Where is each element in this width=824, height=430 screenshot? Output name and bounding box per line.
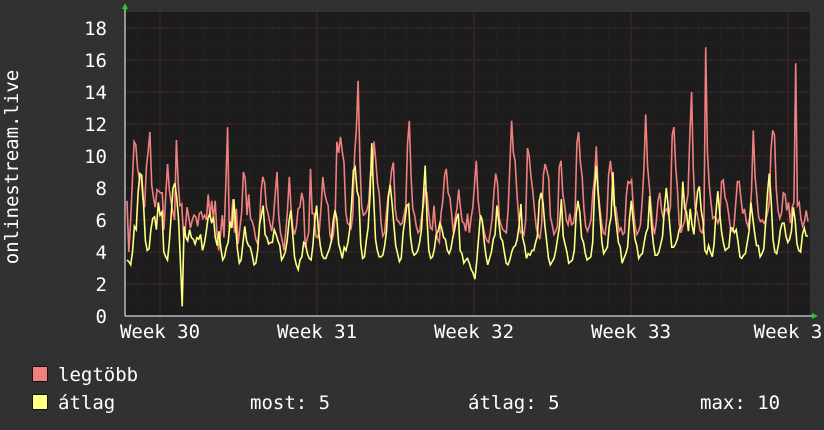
axes: [122, 3, 818, 319]
y-tick-label: 16: [84, 50, 107, 72]
y-tick-label: 8: [96, 178, 107, 200]
stat-average-value: 5: [548, 392, 560, 414]
y-tick-label: 6: [96, 210, 107, 232]
legend-item-atlag: átlag most: 5 átlag: 5 max: 10: [30, 389, 820, 417]
y-axis-label: onlinestream.live: [1, 70, 23, 264]
stat-current-value: 5: [318, 392, 331, 414]
legend-label-atlag: átlag: [58, 392, 116, 414]
stat-max: max: 10: [700, 389, 780, 417]
y-tick-label: 12: [84, 114, 107, 136]
grid-major: [125, 12, 810, 316]
x-tick-label: Week 30: [120, 321, 200, 343]
legend-swatch-legtobb: [32, 366, 48, 382]
x-tick-labels: Week 30 Week 31 Week 32 Week 33 Week 3: [120, 321, 822, 343]
stat-current: most: 5: [250, 389, 330, 417]
x-tick-label: Week 3: [754, 321, 823, 343]
series-line-legtobb: [126, 47, 809, 253]
chart-canvas: onlinestream.live 0 2 4 6 8 10 12 14 16 18 Week 3…: [1, 3, 822, 343]
x-axis-arrow: [812, 313, 818, 319]
y-axis-arrow: [122, 3, 128, 9]
stat-average: átlag: 5: [468, 389, 560, 417]
y-tick-label: 2: [96, 274, 107, 296]
y-tick-label: 4: [96, 242, 107, 264]
plot-area: [125, 12, 810, 316]
y-tick-label: 18: [84, 18, 107, 40]
series-line-atlag: [126, 143, 808, 307]
y-tick-label: 10: [84, 146, 107, 168]
legend-label-legtobb: legtöbb: [58, 364, 139, 386]
stat-current-label: most:: [250, 392, 308, 414]
stat-average-label: átlag:: [468, 392, 537, 414]
legend-swatch-atlag: [32, 394, 48, 410]
y-tick-label: 14: [84, 82, 107, 104]
legend-item-legtobb: legtöbb: [30, 361, 820, 389]
x-tick-label: Week 33: [591, 321, 671, 343]
stat-max-value: 10: [757, 392, 781, 414]
y-tick-label: 0: [96, 306, 107, 328]
x-tick-label: Week 32: [434, 321, 514, 343]
x-tick-label: Week 31: [277, 321, 357, 343]
legend: legtöbb átlag most: 5 átlag: 5 max: 10: [30, 361, 820, 417]
stat-max-label: max:: [700, 392, 746, 414]
y-tick-labels: 0 2 4 6 8 10 12 14 16 18: [84, 18, 107, 328]
